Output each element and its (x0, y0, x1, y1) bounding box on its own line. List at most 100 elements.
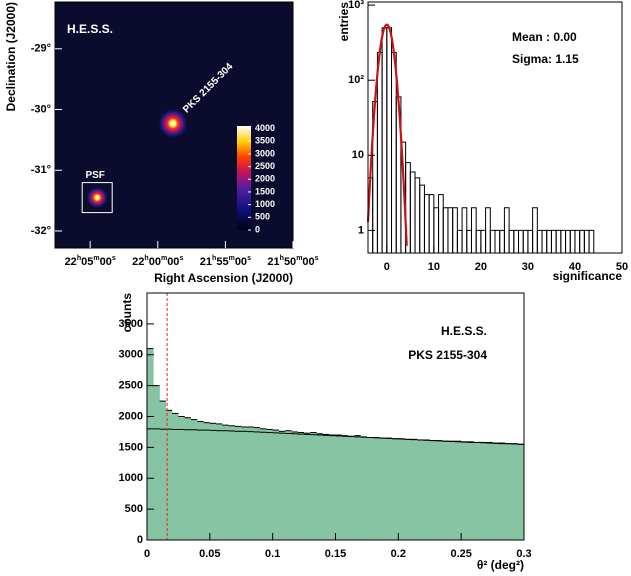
hist-bin (304, 433, 311, 540)
hist-bin (517, 444, 525, 540)
hist-bin (329, 435, 336, 540)
y-axis-label: counts (120, 293, 134, 333)
y-tick-label: 2500 (119, 380, 143, 392)
x-tick-label: 40 (569, 261, 581, 273)
psf-box (81, 182, 113, 214)
hist-bin (433, 207, 440, 253)
colorbar-tick-label: 1500 (255, 186, 275, 196)
hist-bin (583, 229, 590, 253)
hist-bin (560, 229, 567, 253)
hist-bin (546, 229, 552, 253)
colorbar-tick-label: 4000 (255, 123, 275, 133)
hist-bin (588, 229, 595, 253)
x-tick-label: 21h55m00s (200, 255, 251, 268)
hist-bin (492, 443, 500, 540)
source-label: PSF (85, 170, 104, 181)
y-tick-label: -30° (31, 103, 51, 115)
annotation: H.E.S.S. (441, 324, 487, 338)
y-tick-label: -31° (31, 164, 51, 176)
hist-bin (316, 433, 324, 540)
hist-bin (442, 207, 449, 253)
hist-bin (409, 171, 416, 253)
x-tick-label: 22h05m00s (65, 255, 116, 268)
colorbar-tick-label: 2500 (255, 161, 275, 171)
hist-bin (366, 437, 374, 540)
x-tick-label: 0 (384, 261, 390, 273)
frame (367, 1, 623, 254)
hist-bin (480, 442, 487, 540)
source-blob (86, 186, 109, 209)
y-tick-label: 2000 (119, 410, 143, 422)
colorbar-tick-label: 500 (255, 212, 270, 222)
y-tick-label: 10² (348, 74, 364, 86)
fit-curve (366, 23, 408, 246)
annotation: PKS 2155-304 (408, 348, 487, 362)
hist-bin (447, 207, 454, 253)
hist-bin (470, 207, 477, 253)
x-tick-label: 21h50m00s (267, 255, 318, 268)
y-tick-label: -32° (31, 225, 51, 237)
hist-bin (297, 432, 305, 540)
colorbar-tick-label: 0 (255, 224, 260, 234)
hist-bin (373, 437, 380, 540)
hist-bin (253, 427, 261, 540)
x-axis-label: significance (553, 269, 623, 283)
hist-bin (473, 442, 481, 540)
hist-bin (448, 441, 456, 540)
hist-bin (565, 229, 571, 253)
hist-bin (278, 431, 286, 540)
hist-bin (147, 348, 154, 540)
hist-bin (285, 430, 292, 540)
hist-bin (260, 428, 267, 540)
hist-bin (178, 416, 185, 540)
y-tick-label: 10³ (348, 0, 364, 11)
hist-bin (518, 229, 524, 253)
hist-bin (272, 430, 280, 540)
hist-bin (209, 423, 217, 540)
hist-bin (165, 410, 173, 540)
hist-bin (438, 194, 444, 253)
hist-bin (454, 441, 462, 540)
hist-bin (386, 27, 393, 253)
hist-bin (461, 207, 468, 253)
hist-bin (475, 229, 482, 253)
hist-bin (527, 229, 534, 253)
y-tick-label: 1000 (119, 472, 143, 484)
x-tick-label: 0 (144, 548, 150, 560)
hist-bin (197, 421, 204, 540)
x-tick-label: 20 (475, 261, 487, 273)
y-tick-label: 3500 (119, 318, 143, 330)
hist-bin (461, 441, 468, 540)
hist-bin (376, 51, 383, 253)
hist-bin (466, 229, 472, 253)
colorbar-tick-label: 2000 (255, 174, 275, 184)
hist-bin (379, 438, 387, 540)
hist-bin (291, 431, 299, 540)
colorbar (237, 126, 251, 230)
hist-bin (428, 194, 435, 253)
hist-bin (536, 229, 543, 253)
x-axis-label: θ² (deg²) (477, 558, 524, 572)
hist-bin (522, 229, 529, 253)
hist-bin (569, 229, 576, 253)
hist-bin (266, 429, 273, 540)
hist-bin (494, 229, 501, 253)
colorbar-tick-label: 3500 (255, 136, 275, 146)
y-tick-label: -29° (31, 43, 51, 55)
hist-bin (489, 229, 496, 253)
hist-bin (153, 385, 160, 540)
x-tick-label: 0.25 (450, 548, 471, 560)
hist-bin (452, 207, 458, 253)
hist-bin (423, 194, 430, 253)
y-tick-label: 500 (125, 503, 143, 515)
hist-bin (322, 434, 330, 540)
hist-bin (341, 435, 349, 540)
hist-bin (222, 425, 229, 540)
y-axis-label: Declination (J2000) (4, 2, 18, 111)
x-tick-label: 0.05 (199, 548, 220, 560)
hist-bin (579, 229, 585, 253)
hist-bin (436, 440, 443, 540)
x-tick-label: 10 (428, 261, 440, 273)
x-tick-label: 50 (616, 261, 628, 273)
